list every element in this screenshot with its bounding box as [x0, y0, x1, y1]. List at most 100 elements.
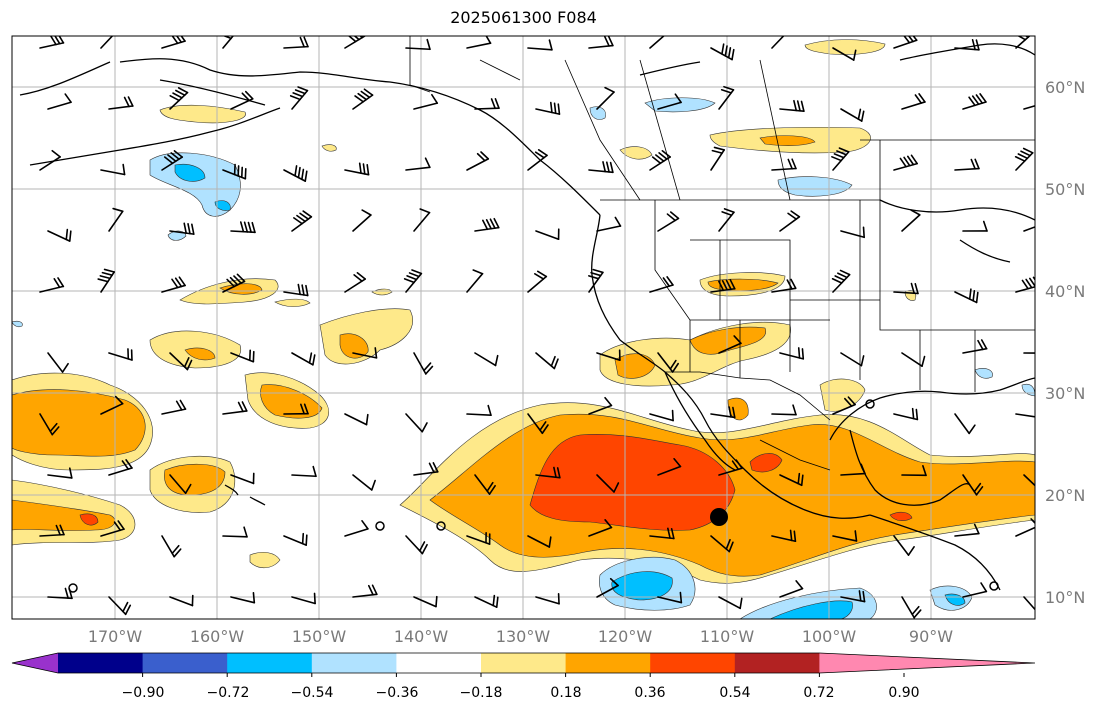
wind-barb — [47, 101, 72, 110]
wind-barb — [901, 214, 921, 232]
wind-barb-flag — [300, 403, 305, 415]
wind-barb-flag — [732, 406, 736, 419]
wind-barb-flag — [914, 282, 919, 295]
wind-barb-flag — [486, 481, 494, 492]
wind-barb — [344, 413, 368, 426]
wind-barb-flag — [609, 577, 619, 587]
wind-barb-flag — [299, 36, 305, 48]
wind-barb-flag — [800, 100, 805, 112]
wind-barb-flag — [860, 355, 865, 367]
wind-barb-flag — [971, 39, 976, 51]
wind-barb-flag — [588, 275, 600, 280]
wind-barb-flag — [357, 92, 368, 101]
wind-barb-flag — [858, 590, 862, 602]
wind-barb-flag — [1040, 606, 1045, 615]
wind-barb-flag — [838, 147, 850, 153]
wind-barb-flag — [1045, 344, 1048, 353]
wind-barb — [657, 101, 682, 110]
wind-barb-flag — [860, 463, 866, 475]
wind-barb-flag — [857, 108, 862, 120]
wind-barb-flag — [910, 282, 915, 294]
wind-barb-flag — [68, 467, 73, 479]
wind-barb-flag — [907, 36, 914, 43]
wind-barb-flag — [113, 521, 122, 532]
wind-barb-flag — [227, 29, 236, 33]
latitude-labels: 60°N 50°N 40°N 30°N 20°N 10°N — [1045, 78, 1085, 607]
wind-barb — [901, 352, 923, 368]
wind-barb-flag — [124, 604, 132, 616]
wind-barb-flag — [907, 546, 915, 556]
wind-barb — [657, 596, 683, 604]
wind-barb-flag — [669, 359, 677, 370]
wind-barb-flag — [101, 271, 113, 276]
wind-barb — [344, 528, 369, 537]
wind-barb-flag — [362, 163, 366, 175]
wind-barb-flag — [170, 152, 180, 160]
wind-barb-flag — [408, 272, 420, 278]
wind-barb-flag — [975, 486, 984, 496]
wind-barb-flag — [728, 541, 734, 553]
wind-barb-flag — [1025, 278, 1033, 289]
wind-barb-flag — [183, 356, 190, 368]
wind-barb-flag — [241, 92, 251, 102]
wind-barb — [413, 102, 439, 110]
wind-barb-flag — [590, 271, 602, 277]
wind-barb-flag — [371, 584, 378, 596]
wind-barb-flag — [493, 217, 500, 229]
wind-barb-flag — [679, 591, 683, 604]
map-title: 2025061300 F084 — [450, 8, 597, 27]
wind-barb-flag — [308, 352, 313, 364]
wind-barb-flag — [354, 95, 364, 103]
wind-barb-flag — [980, 582, 988, 593]
wind-barb-flag — [183, 222, 187, 234]
wind-barb-flag — [662, 277, 671, 287]
wind-barb-flag — [977, 339, 984, 351]
wind-barb-flag — [727, 47, 732, 59]
wind-barb — [588, 526, 613, 537]
wind-barb-flag — [432, 462, 439, 473]
wind-barb — [840, 472, 866, 476]
lon-label: 150°W — [292, 627, 347, 646]
wind-barb — [169, 596, 194, 607]
colorbar-segment — [819, 653, 1035, 673]
wind-barb-flag — [1038, 95, 1044, 103]
wind-barb-flag — [232, 36, 235, 37]
wind-barb-flag — [403, 278, 415, 284]
wind-barb-flag — [729, 279, 736, 290]
wind-barb-flag — [557, 103, 561, 115]
colorbar-segment — [12, 653, 58, 673]
lat-label: 60°N — [1045, 78, 1085, 97]
wind-barb-flag — [975, 94, 984, 104]
wind-barb-flag — [609, 161, 614, 174]
wind-barb-flag — [605, 161, 610, 173]
wind-barb-flag — [1017, 36, 1027, 41]
borders — [409, 36, 1035, 471]
lat-label: 20°N — [1045, 486, 1085, 505]
wind-barb-flag — [237, 401, 244, 413]
wind-barb-flag — [358, 162, 362, 174]
colorbar-segment — [650, 653, 736, 673]
wind-barb-flag — [167, 154, 177, 163]
colorbar-tick-label: −0.72 — [207, 685, 250, 701]
wind-barb-flag — [604, 36, 610, 47]
wind-barb-flag — [122, 163, 126, 176]
wind-barb-flag — [604, 519, 613, 529]
wind-barb-flag — [800, 474, 804, 487]
wind-barb-flag — [651, 156, 662, 165]
wind-barb-flag — [918, 93, 926, 103]
wind-barb-flag — [911, 605, 920, 616]
wind-barb-flag — [370, 479, 376, 491]
wind-barb — [588, 404, 613, 415]
lat-label: 10°N — [1045, 588, 1085, 607]
wind-barb-flag — [831, 277, 843, 284]
wind-barb — [169, 474, 187, 495]
wind-barb-flag — [480, 151, 490, 160]
wind-barb — [779, 587, 804, 598]
wind-barb-flag — [720, 88, 732, 94]
wind-barb-flag — [65, 228, 69, 241]
wind-barb-flag — [163, 156, 174, 165]
wind-barb-flag — [1021, 279, 1029, 290]
wind-barb-flag — [177, 87, 189, 94]
wind-barb — [466, 272, 484, 293]
wind-barb-flag — [297, 166, 301, 179]
